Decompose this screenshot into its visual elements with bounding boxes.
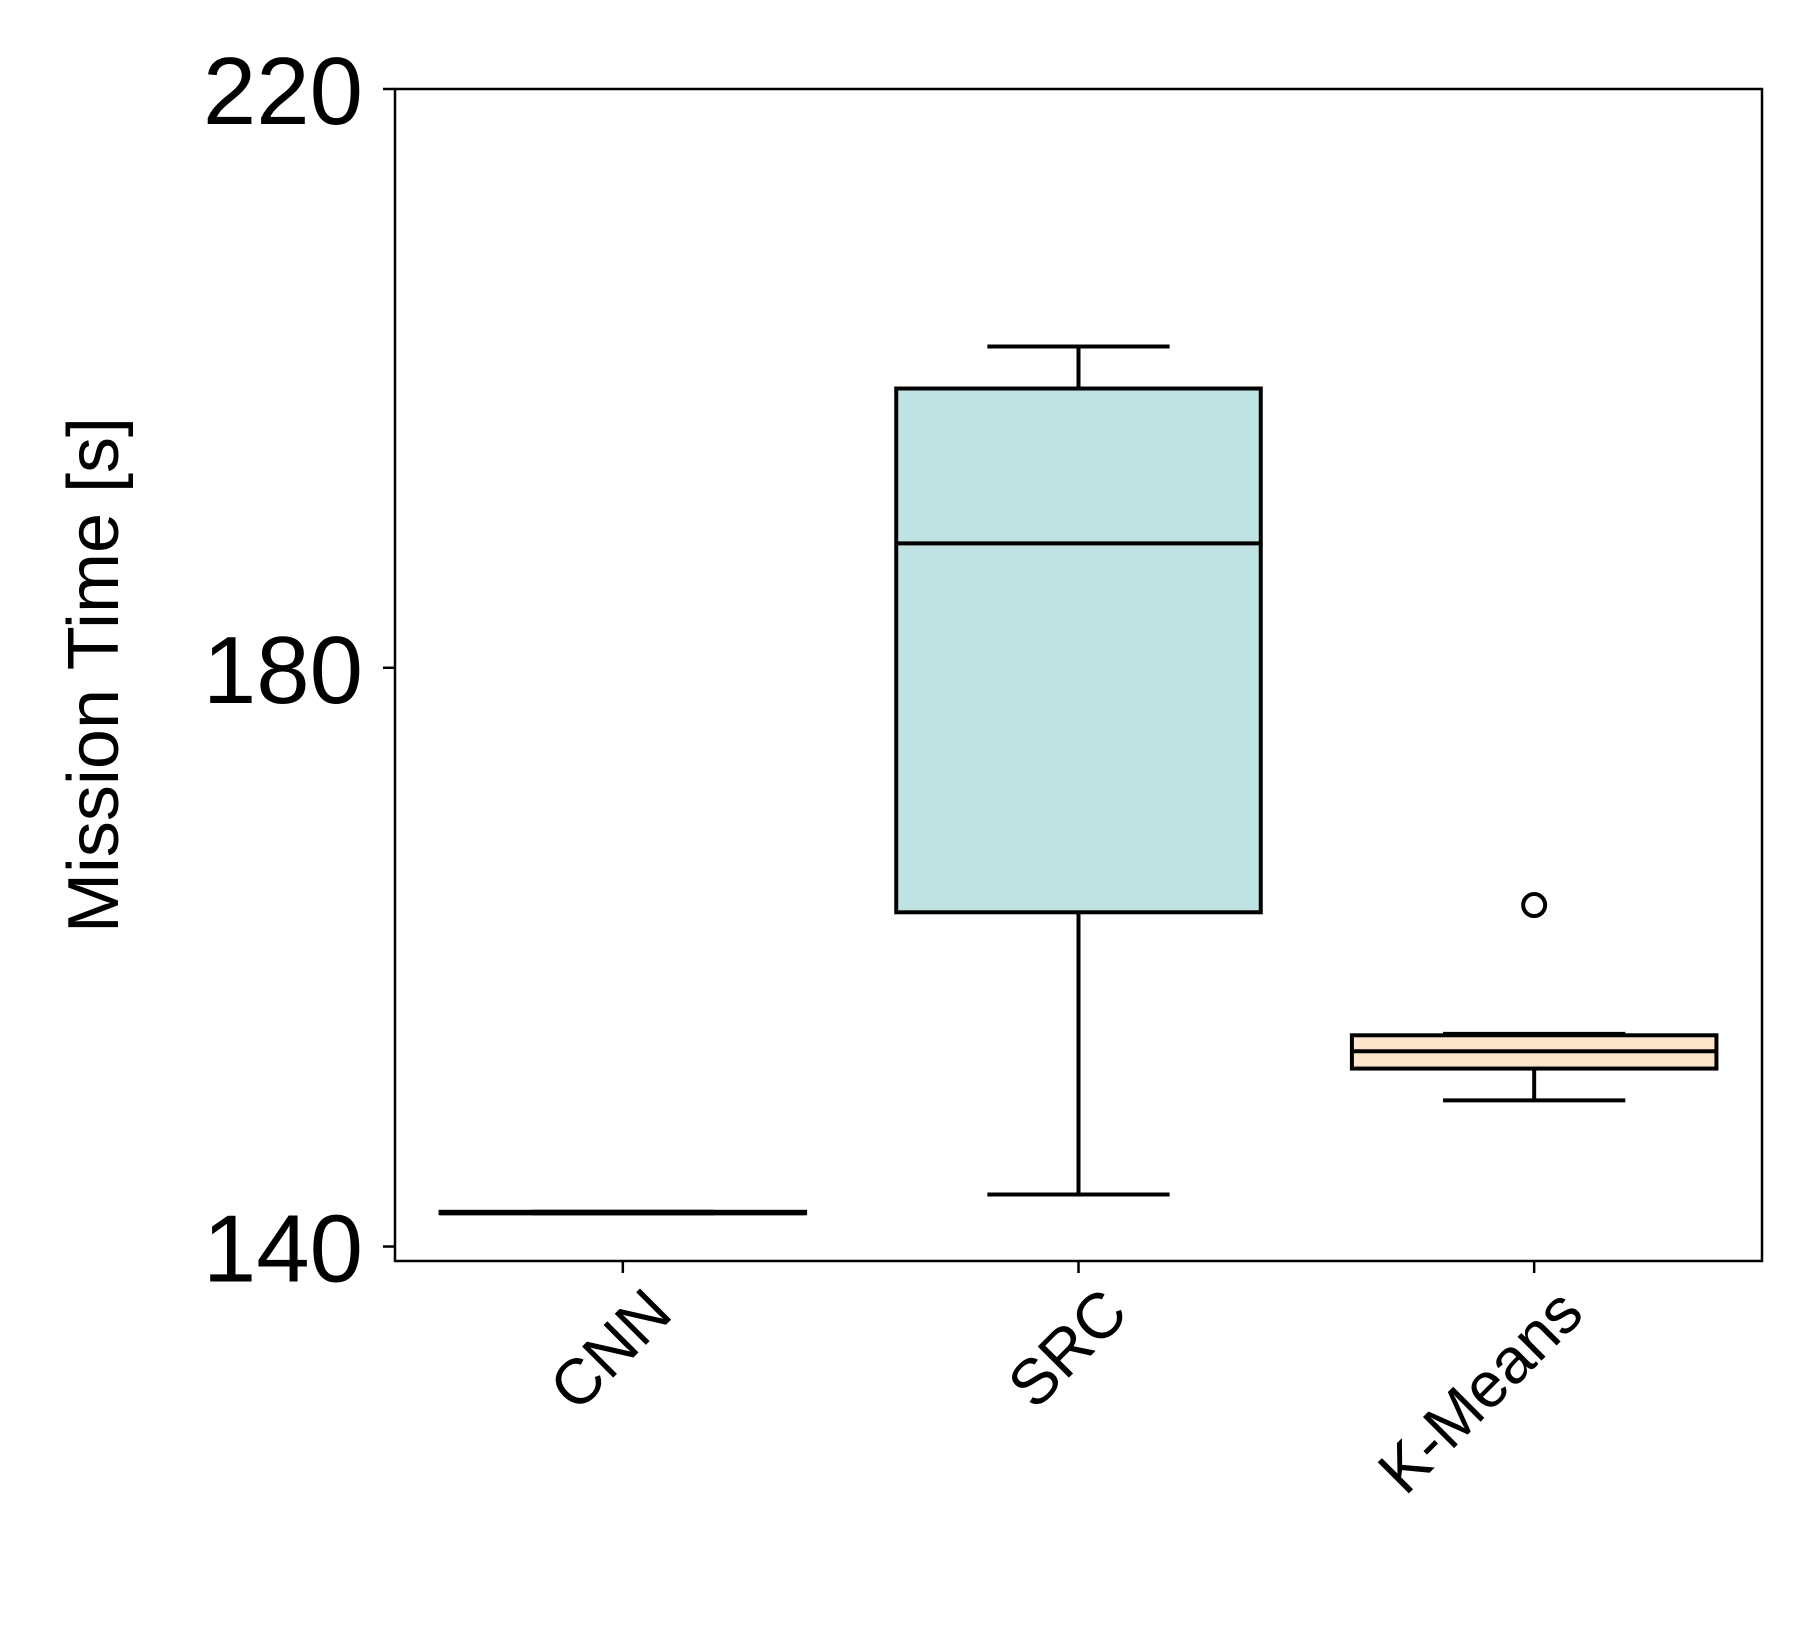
box-cnn [438, 1209, 808, 1216]
outlier-point [1521, 892, 1548, 919]
box-src [894, 344, 1263, 1197]
y-axis-title: Mission Time [s] [54, 417, 134, 933]
x-tick-label: CNN [536, 1275, 685, 1424]
y-tick-label: 220 [203, 38, 363, 145]
x-tick-label: SRC [994, 1275, 1140, 1421]
box-k-means [1349, 892, 1719, 1103]
y-tick-label: 180 [203, 617, 363, 724]
iqr-box [894, 386, 1263, 915]
boxes [438, 344, 1719, 1216]
x-tick-label: K-Means [1364, 1275, 1596, 1507]
y-tick-label: 140 [203, 1196, 363, 1303]
y-axis: 140 180 220 [203, 38, 395, 1303]
x-axis: CNN SRC K-Means [536, 1261, 1596, 1507]
